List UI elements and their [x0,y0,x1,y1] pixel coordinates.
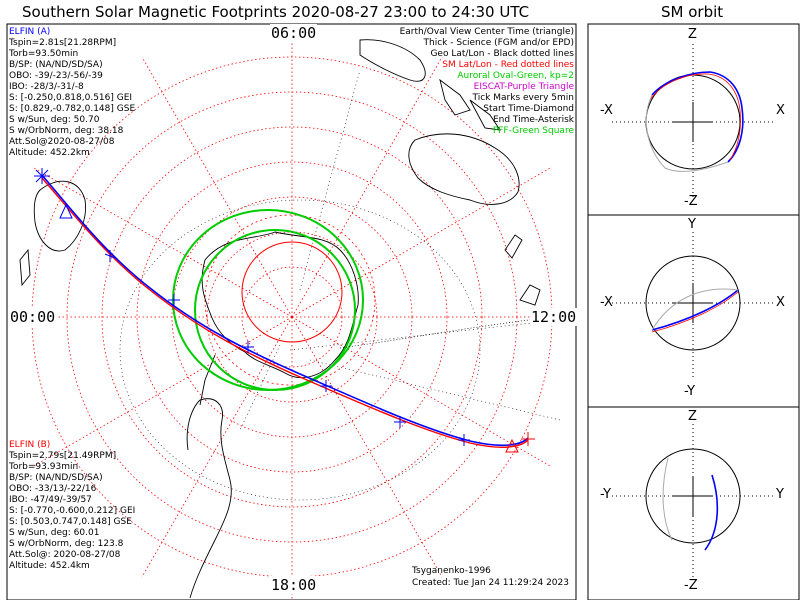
legend-item: Start Time-Diamond [483,104,574,114]
legend-item: Earth/Oval View Center Time (triangle) [399,27,574,37]
elfin-a-ticks [104,250,470,446]
orbit-frame [587,23,800,600]
elfin-a-line: OBO: -39/-23/-56/-39 [9,71,103,81]
australia-outline [408,133,520,205]
orbit2-top-label: Y [688,217,696,232]
elfin-a-line: S w/Sun, deg: 50.70 [9,115,100,125]
elfin-b-line: Altitude: 452.4km [9,561,90,571]
orbit2-right-label: X [776,295,785,310]
elfin-b-track [41,177,529,448]
newzealand-outline [504,234,541,306]
elfin-a-line: Tspin=2.81s[21.28RPM] [9,38,117,48]
madagascar-outline [19,248,31,287]
legend-item: EISCAT-Purple Triangle [473,82,574,92]
elfin-b-line: OBO: -33/13/-22/16 [9,484,97,494]
elfin-b-line: S: [0.503,0.747,0.148] GSE [9,517,132,527]
elfin-b-end-asterisk [521,432,535,446]
created-credit: Created: Tue Jan 24 11:29:24 2023 [412,578,569,588]
legend-item: SM Lat/Lon - Red dotted lines [442,60,574,70]
legend-item: Auroral Oval-Green, kp=2 [457,71,574,81]
orbit2-left-label: -X [600,295,613,310]
elfin-a-line: B/SP: (NA/ND/SD/SA) [9,60,103,70]
legend: Earth/Oval View Center Time (triangle) T… [400,27,574,137]
sm-lat-circle [101,126,483,508]
legend-item: Geo Lat/Lon - Black dotted lines [430,49,574,59]
elfin-b-line: S: [-0.770,-0.600,0.212] GEI [9,506,136,516]
orbit3-top-label: Z [688,409,697,424]
antarctica-outline [201,231,359,379]
auroral-oval-inner [194,229,356,391]
orbit3-bottom-label: -Z [684,578,698,593]
elfin-a-line: Att.Sol@2020-08-27/08 [9,137,115,147]
elfin-b-line: Tspin=2.79s[21.49RPM] [9,451,117,461]
orbit1-top-label: Z [688,27,697,42]
elfin-b-line: IBO: -47/49/-39/57 [9,495,92,505]
southamerica-outline [186,398,232,599]
elfin-b-line: S w/OrbNorm, deg: 123.8 [9,539,124,549]
elfin-b-info: ELFIN (B) Tspin=2.79s[21.49RPM] Torb=93.… [9,440,135,572]
elfin-a-line: IBO: -28/3/-31/-8 [9,82,84,92]
sm-lat-circle [136,161,448,473]
clock-label-right: 12:00 [530,308,578,326]
orbit1-left-label: -X [600,103,613,118]
model-credit: Tsyganenko-1996 [412,566,491,576]
africa-outline [33,180,86,252]
elfin-a-info: ELFIN (A) Tspin=2.81s[21.28RPM] Torb=93.… [9,27,135,159]
elfin-a-title: ELFIN (A) [9,27,51,37]
elfin-a-line: Altitude: 452.2km [9,148,90,158]
legend-item: Thick - Science (FGM and/or EPD) [423,38,574,48]
elfin-a-end-asterisk [34,168,50,184]
orbit-panel-yz [612,424,774,578]
elfin-a-center-triangle [59,203,73,219]
asia-outline [359,39,426,82]
clock-label-left: 00:00 [9,308,57,326]
orbit1-right-label: X [776,103,785,118]
orbit3-left-label: -Y [600,487,612,502]
legend-item: PFF-Green Square [492,126,574,136]
elfin-a-line: S w/OrbNorm, deg: 38.18 [9,126,124,136]
elfin-b-line: Att.Sol@: 2020-08-27/08 [9,550,121,560]
elfin-a-track [41,174,529,447]
orbit-panel-xy [612,232,774,378]
orbit-title: SM orbit [661,3,724,21]
orbit3-right-label: Y [776,487,784,502]
elfin-a-line: S: [-0.250,0.818,0.516] GEI [9,93,133,103]
geo-grid [119,69,575,501]
elfin-b-line: Torb=93.93min [9,462,79,472]
orbit2-bottom-label: -Y [684,384,696,399]
elfin-a-line: Torb=93.50min [9,49,79,59]
sm-lat-circle [204,214,376,386]
elfin-b-title: ELFIN (B) [9,440,51,450]
orbit1-bottom-label: -Z [684,194,698,209]
legend-item: Tick Marks every 5min [472,93,574,103]
legend-item: End Time-Asterisk [492,115,574,125]
elfin-b-center-triangle [505,438,519,453]
elfin-b-line: B/SP: (NA/ND/SD/SA) [9,473,103,483]
page-title: Southern Solar Magnetic Footprints 2020-… [22,3,530,21]
land-outlines [19,39,541,599]
clock-label-top: 06:00 [270,24,318,42]
orbit-panel-xz [612,44,774,200]
sm-lat-circle [241,266,343,368]
sm-pole-circle [241,241,343,343]
clock-label-bottom: 18:00 [270,576,318,594]
elfin-b-line: S w/Sun, deg: 60.01 [9,528,100,538]
elfin-a-line: S: [0.829,-0.782,0.148] GSE [9,104,136,114]
